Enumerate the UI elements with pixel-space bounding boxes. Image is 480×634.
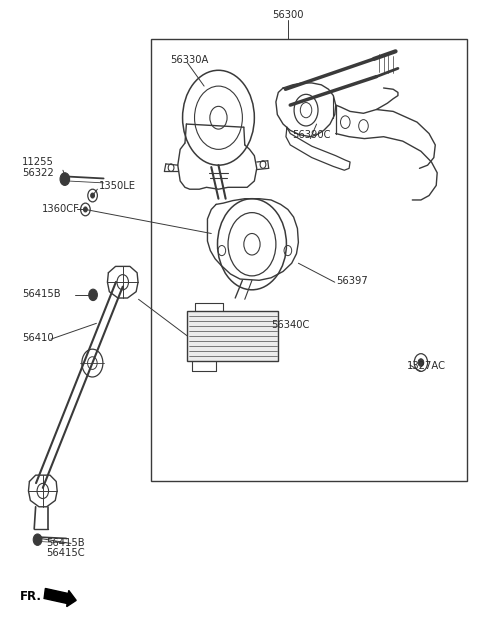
- Text: 11255: 11255: [22, 157, 54, 167]
- Circle shape: [91, 193, 95, 198]
- Text: 56415C: 56415C: [46, 548, 85, 558]
- Text: FR.: FR.: [20, 590, 42, 603]
- Circle shape: [33, 534, 42, 545]
- Text: 1327AC: 1327AC: [407, 361, 445, 372]
- Text: 56330A: 56330A: [170, 55, 209, 65]
- Text: 56300: 56300: [272, 10, 304, 20]
- Bar: [187, 311, 278, 361]
- Text: 56390C: 56390C: [293, 131, 331, 141]
- Bar: [152, 39, 468, 481]
- Text: 56415B: 56415B: [46, 538, 85, 548]
- Text: 56397: 56397: [336, 276, 368, 286]
- FancyArrow shape: [44, 588, 76, 607]
- Text: 56340C: 56340C: [271, 320, 310, 330]
- Text: 1350LE: 1350LE: [99, 181, 136, 191]
- Text: 56415B: 56415B: [22, 288, 61, 299]
- Text: 56410: 56410: [22, 333, 54, 343]
- Text: 56322: 56322: [22, 169, 54, 178]
- Circle shape: [418, 359, 424, 366]
- Text: 1360CF: 1360CF: [41, 204, 79, 214]
- Circle shape: [89, 289, 97, 301]
- Circle shape: [60, 172, 70, 185]
- Circle shape: [84, 207, 87, 212]
